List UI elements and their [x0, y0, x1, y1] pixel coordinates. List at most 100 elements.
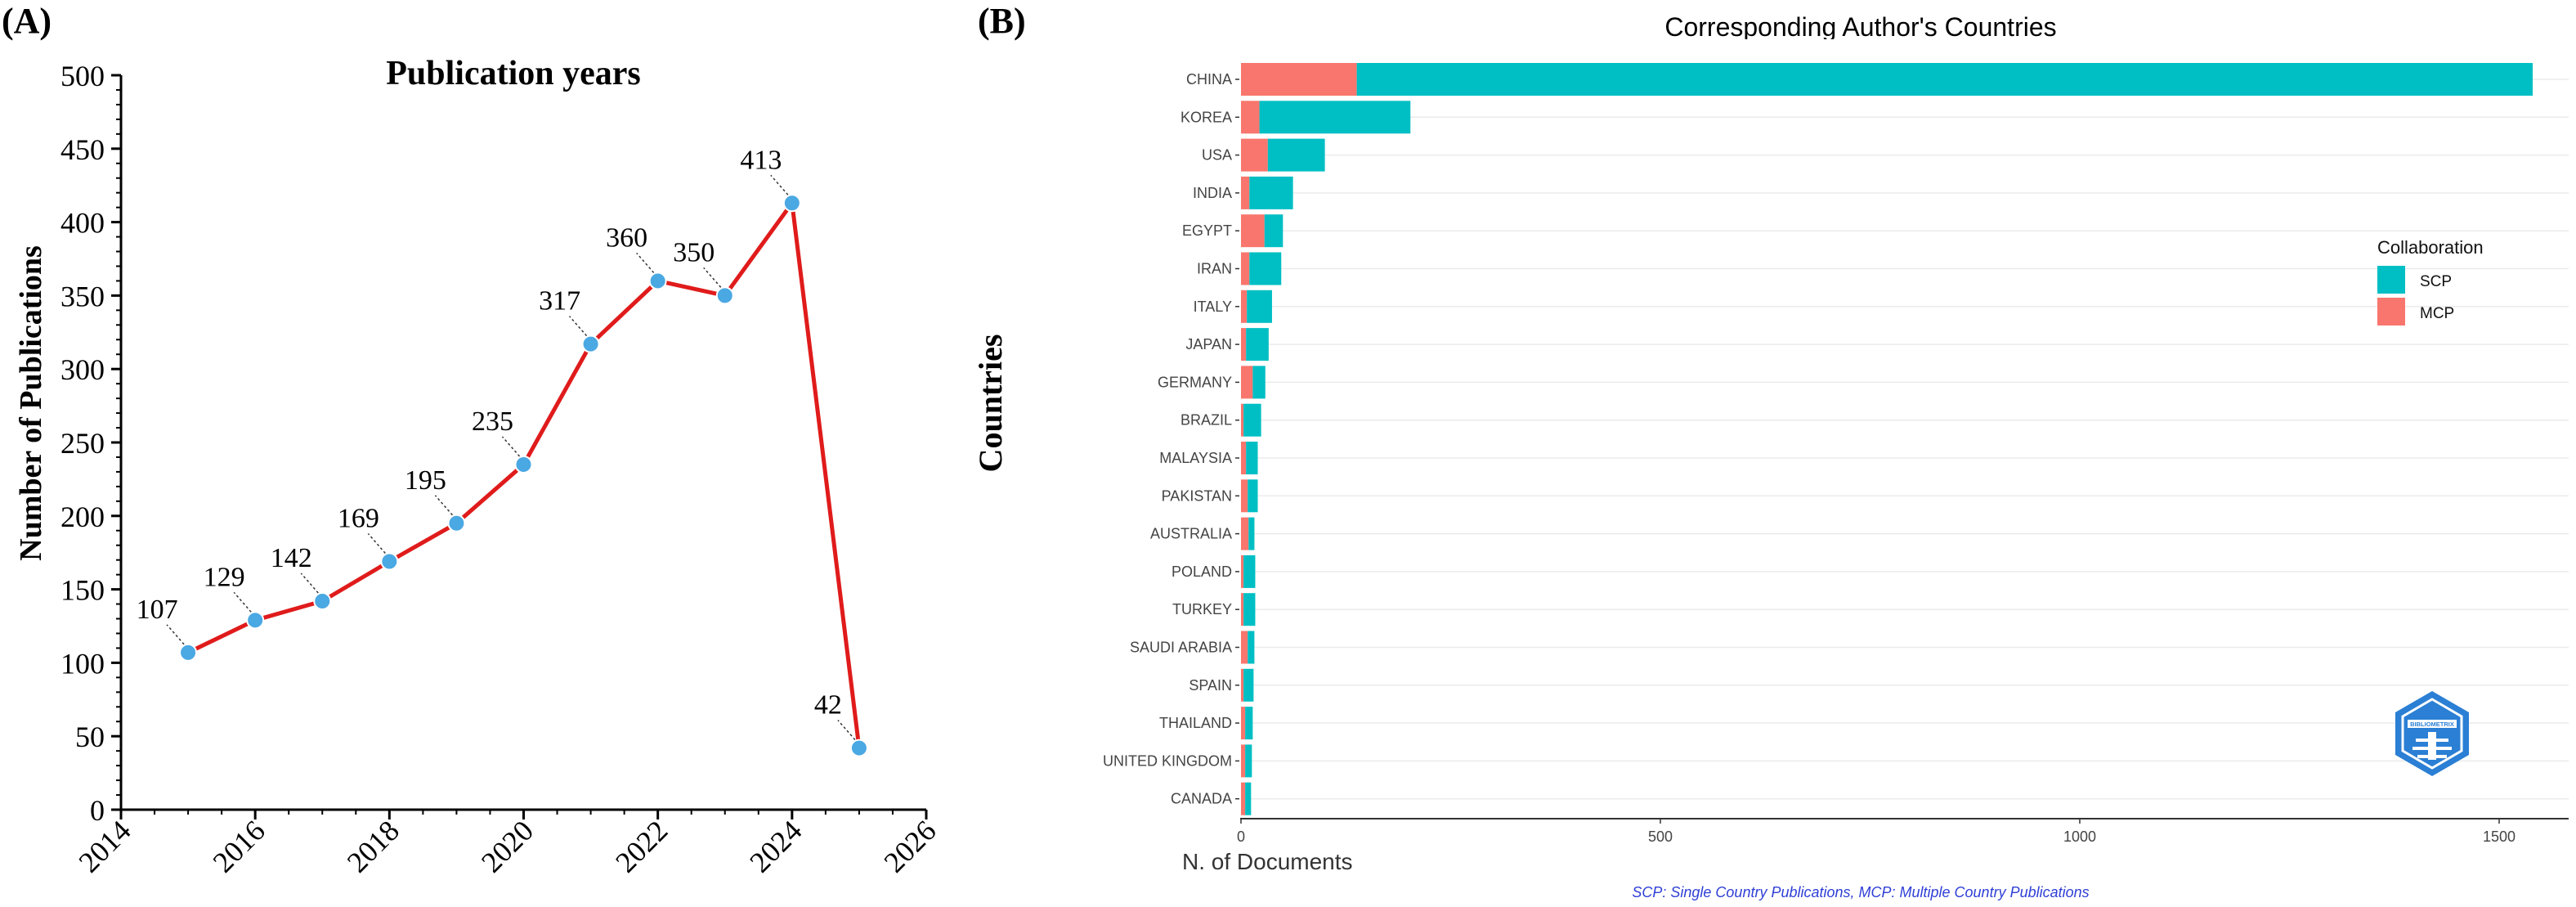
chart-a-data-label: 107	[137, 595, 178, 625]
chart-b-ytick-label: POLAND	[1172, 564, 1232, 580]
chart-a-point	[715, 286, 734, 305]
chart-b-ytick-label: TURKEY	[1172, 601, 1232, 617]
chart-a-label-leader	[233, 591, 252, 613]
chart-b-bar-mcp	[1241, 366, 1253, 399]
chart-b-bar-mcp	[1241, 782, 1246, 815]
chart-b-ylabel: Countries	[972, 335, 1009, 473]
logo-bar	[2428, 732, 2436, 760]
chart-a-label-leader	[770, 174, 789, 195]
chart-b-bar-scp	[1247, 290, 1272, 323]
legend-label-mcp: MCP	[2420, 305, 2454, 322]
chart-a-data-label: 413	[740, 145, 782, 175]
chart-a-ytick-label: 450	[60, 133, 105, 166]
chart-b-xtick-label: 0	[1237, 828, 1245, 845]
chart-b-ytick-label: SAUDI ARABIA	[1130, 640, 1232, 656]
legend-swatch-mcp	[2377, 298, 2405, 326]
panel-a-label: (A)	[2, 1, 52, 41]
chart-b-bar-mcp	[1241, 176, 1250, 209]
chart-a-ytick-label: 250	[60, 427, 105, 460]
legend-swatch-scp	[2377, 266, 2405, 294]
chart-b-bar-scp	[1252, 366, 1266, 399]
chart-a-label-leader	[300, 572, 319, 594]
chart-b-ytick-label: INDIA	[1193, 185, 1232, 201]
chart-b-bar-scp	[1267, 138, 1325, 172]
chart-b-bar-mcp	[1241, 214, 1265, 248]
chart-b-caption: SCP: Single Country Publications, MCP: M…	[1632, 884, 2089, 900]
chart-a-plot: 0 50 100 150 200 250 300 350 400 450 500 2014 2016 20…	[60, 60, 943, 879]
chart-a-ytick-label: 400	[60, 207, 105, 240]
chart-a-point	[782, 194, 801, 213]
chart-b-ytick-label: CANADA	[1171, 791, 1232, 807]
chart-b-bar-scp	[1243, 593, 1256, 626]
chart-b-bar-scp	[1246, 328, 1269, 361]
chart-b-bar-mcp	[1241, 290, 1248, 323]
chart-a-data-label: 42	[814, 690, 842, 721]
chart-b-bar-scp	[1249, 176, 1293, 209]
chart-a-data-label: 195	[405, 465, 446, 496]
chart-b-xtick-label: 1000	[2063, 828, 2096, 845]
chart-b-bar-scp	[1264, 214, 1284, 248]
chart-a-data-label: 235	[472, 406, 513, 437]
chart-a-point	[648, 272, 667, 290]
chart-a-data-label: 317	[539, 286, 580, 317]
legend: Collaboration SCP MCP	[2377, 237, 2484, 326]
chart-b-bar-mcp	[1241, 101, 1260, 134]
chart-b-plot: CHINA KOREA USA INDIA EGYPT IRAN ITALY JAPAN GER…	[1103, 39, 2569, 845]
chart-a-label-leader	[166, 624, 185, 645]
chart-b-bar-mcp	[1241, 744, 1246, 778]
chart-b-bar-mcp	[1241, 593, 1244, 626]
chart-b-ytick-label: AUSTRALIA	[1150, 526, 1232, 542]
chart-b-ytick-label: IRAN	[1197, 261, 1232, 277]
chart-a-label-leader	[501, 436, 521, 457]
chart-b-bar-mcp	[1241, 403, 1244, 437]
logo-hexagon-inner	[2401, 698, 2463, 770]
chart-b-bar-mcp	[1241, 631, 1248, 664]
chart-a-label-leader	[569, 316, 588, 337]
chart-a-point	[581, 335, 600, 353]
chart-b-bar-mcp	[1241, 707, 1246, 740]
chart-b-bar-scp	[1245, 782, 1252, 815]
chart-a-data-label: 360	[606, 222, 647, 253]
chart-b-ytick-label: SPAIN	[1189, 677, 1232, 694]
chart-a-xtick-label: 2018	[341, 814, 405, 878]
chart-a-ytick-label: 300	[60, 353, 105, 386]
chart-a-xtick-label: 2022	[609, 814, 674, 878]
chart-b-bar-scp	[1245, 744, 1252, 778]
chart-b-bar-scp	[1243, 403, 1261, 437]
chart-a-xtick-label: 2020	[475, 814, 540, 878]
chart-b-bar-scp	[1243, 668, 1254, 702]
chart-a-point	[447, 514, 466, 532]
chart-a-data-label: 350	[673, 237, 715, 267]
chart-a-label-leader	[434, 495, 453, 516]
chart-b-bar-scp	[1246, 442, 1258, 474]
legend-title: Collaboration	[2377, 237, 2484, 258]
chart-b-xtick-label: 500	[1648, 828, 1673, 845]
chart-b-ytick-label: BRAZIL	[1180, 412, 1232, 429]
chart-b-bar-scp	[1249, 252, 1282, 285]
chart-a-xtick-label: 2024	[743, 814, 808, 878]
logo-line-1	[2416, 739, 2448, 742]
legend-label-scp: SCP	[2420, 273, 2452, 290]
chart-b-ytick-label: MALAYSIA	[1159, 450, 1232, 466]
chart-b-ytick-label: CHINA	[1186, 71, 1232, 88]
chart-b-bar-mcp	[1241, 442, 1247, 474]
chart-b-bar-scp	[1248, 517, 1255, 550]
chart-a-point	[380, 552, 399, 571]
chart-a-ylabel: Number of Publications	[14, 245, 48, 561]
chart-a-xtick-label: 2026	[877, 814, 942, 878]
chart-b-bar-scp	[1259, 101, 1411, 134]
chart-b-ytick-label: ITALY	[1194, 299, 1232, 315]
chart-b-bar-scp	[1243, 555, 1256, 588]
chart-a-point	[849, 739, 868, 757]
chart-a-ytick-label: 150	[60, 574, 105, 607]
chart-b-ytick-label: UNITED KINGDOM	[1103, 752, 1232, 769]
chart-b-bar-mcp	[1241, 555, 1244, 588]
chart-b-ytick-label: THAILAND	[1159, 715, 1232, 731]
chart-b-panel	[1240, 39, 2569, 819]
chart-b-ytick-label: USA	[1202, 147, 1232, 164]
chart-a-label-leader	[636, 252, 655, 273]
chart-b-ytick-label: JAPAN	[1185, 336, 1232, 352]
chart-b-bar-scp	[1356, 63, 2533, 96]
chart-b-bar-scp	[1245, 707, 1253, 740]
